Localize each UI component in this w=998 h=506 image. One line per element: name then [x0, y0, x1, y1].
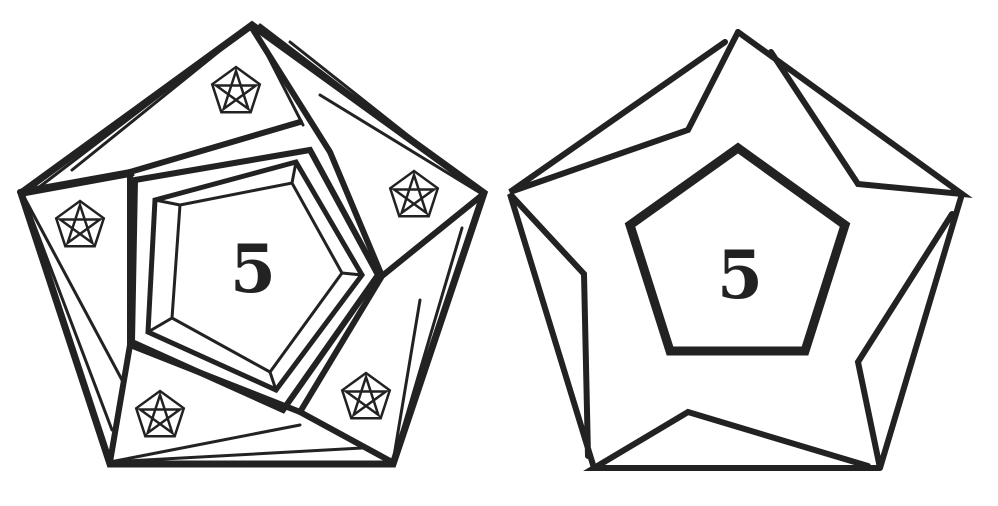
plain-face-number: 5 — [717, 236, 763, 314]
pentagram-ornaments — [54, 65, 440, 438]
ornate-inner-pentagon — [145, 159, 365, 394]
plain-outer-edges — [507, 29, 973, 471]
plain-center-pentagon — [624, 142, 851, 356]
pentagram-icon-bottom-right — [340, 371, 392, 420]
ornate-core-pentagon — [170, 181, 344, 374]
ornate-frame-pentagon — [128, 146, 382, 414]
plain-die-face: 5 — [507, 29, 973, 471]
pentagram-icon-top — [210, 65, 262, 114]
ornate-die-face: 5 — [16, 20, 489, 468]
ornate-bevel-lines — [146, 160, 364, 392]
ornate-face-number: 5 — [230, 230, 276, 308]
pentagram-icon-right — [388, 169, 440, 218]
pentagram-icon-left — [54, 199, 106, 248]
pentagram-icon-bottom-left — [134, 389, 186, 438]
